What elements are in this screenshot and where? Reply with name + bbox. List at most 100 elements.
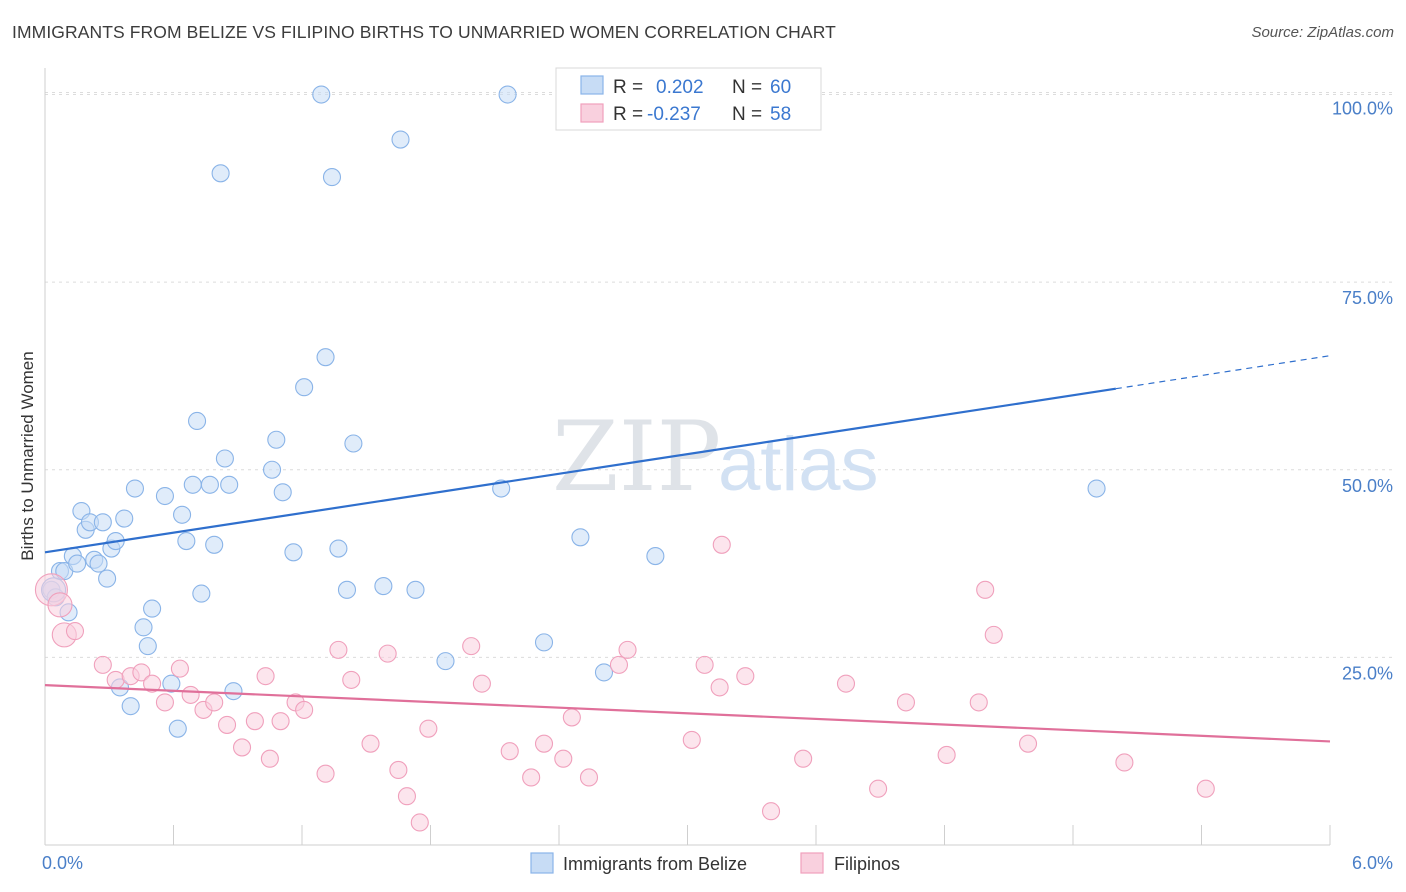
belize-point-35 (220, 475, 239, 494)
belize-point-40 (284, 543, 303, 562)
filipinos-point-10 (170, 659, 189, 678)
filipinos-point-45 (736, 667, 755, 686)
filipinos-point-26 (378, 644, 397, 663)
stats-swatch-filipinos (580, 103, 604, 123)
filipinos-point-3 (65, 622, 85, 641)
belize-point-46 (337, 580, 357, 599)
filipinos-point-44 (712, 535, 731, 554)
data-points (34, 85, 1215, 832)
stats-r-label-belize: R = (613, 77, 643, 98)
filipinos-point-55 (1018, 734, 1038, 753)
belize-point-45 (329, 539, 348, 558)
watermark-zip: ZIP (552, 401, 721, 513)
belize-point-12 (93, 513, 112, 532)
belize-point-21 (138, 637, 157, 656)
stats-r-label-filipinos: R = (613, 104, 643, 125)
y-axis-label: Births to Unmarried Women (18, 351, 37, 560)
belize-point-42 (312, 85, 331, 104)
filipinos-point-46 (761, 802, 781, 821)
filipinos-point-48 (836, 674, 856, 693)
filipinos-point-38 (579, 768, 599, 787)
belize-point-13 (98, 569, 117, 588)
filipinos-point-14 (217, 715, 237, 734)
belize-trend-line (44, 387, 1116, 554)
filipinos-point-28 (397, 787, 416, 806)
belize-point-26 (173, 505, 192, 524)
watermark-atlas: atlas (718, 422, 879, 507)
stats-legend: R = 0.202 N = 60 R = -0.237 N = 58 (555, 67, 822, 131)
filipinos-trend-line (44, 684, 1331, 743)
belize-point-39 (273, 483, 292, 502)
belize-point-44 (322, 168, 342, 187)
axes (44, 68, 1331, 846)
belize-point-50 (406, 580, 425, 599)
filipinos-point-29 (410, 813, 429, 832)
filipinos-point-21 (295, 700, 314, 719)
stats-n-label-filipinos: N = (732, 104, 762, 125)
stats-n-value-filipinos: 58 (770, 104, 791, 125)
filipinos-point-57 (1196, 779, 1215, 798)
belize-point-41 (295, 378, 314, 397)
belize-point-19 (125, 479, 144, 498)
filipinos-point-32 (472, 674, 491, 693)
stats-swatch-belize (580, 75, 604, 95)
filipinos-point-39 (609, 655, 629, 674)
y-tick-label-0: 25.0% (1342, 663, 1393, 683)
belize-point-20 (134, 618, 153, 637)
filipinos-point-27 (389, 760, 408, 780)
trend-lines (44, 355, 1331, 743)
stats-n-label-belize: N = (732, 77, 762, 98)
belize-point-49 (391, 130, 410, 149)
belize-point-22 (143, 599, 162, 618)
filipinos-point-4 (93, 655, 112, 674)
grid-lines (45, 92, 1395, 658)
filipinos-point-47 (794, 749, 813, 768)
belize-point-51 (436, 652, 455, 671)
filipinos-point-25 (361, 734, 380, 753)
filipinos-point-54 (984, 625, 1003, 644)
belize-point-57 (646, 547, 665, 566)
legend-label-filipinos: Filipinos (834, 854, 900, 874)
legend-swatch-belize (530, 852, 554, 874)
belize-point-17 (115, 509, 134, 528)
belize-point-33 (211, 164, 230, 183)
belize-point-37 (262, 460, 282, 479)
y-tick-label-2: 75.0% (1342, 288, 1393, 308)
filipinos-point-41 (682, 730, 701, 749)
y-tick-label-3: 100.0% (1332, 99, 1393, 119)
filipinos-point-50 (896, 693, 916, 712)
belize-point-48 (374, 577, 393, 596)
filipinos-point-52 (969, 693, 988, 712)
series-legend: Immigrants from Belize Filipinos (530, 852, 900, 874)
filipinos-point-40 (618, 640, 637, 659)
filipinos-point-22 (316, 764, 335, 783)
belize-point-27 (177, 532, 196, 551)
belize-point-32 (205, 535, 224, 554)
stats-r-value-belize: 0.202 (656, 77, 704, 98)
filipinos-point-15 (232, 738, 252, 757)
belize-point-18 (121, 697, 140, 716)
filipinos-point-5 (106, 670, 125, 689)
filipinos-point-16 (245, 712, 264, 731)
filipinos-point-51 (937, 745, 956, 764)
x-tick-label-start: 0.0% (42, 853, 83, 873)
filipinos-point-37 (562, 708, 581, 727)
belize-point-6 (68, 554, 87, 573)
belize-point-47 (344, 434, 363, 453)
filipinos-point-36 (554, 749, 573, 768)
belize-point-23 (155, 486, 174, 506)
belize-point-24 (162, 674, 181, 693)
filipinos-point-17 (256, 667, 275, 686)
filipinos-point-9 (155, 693, 174, 712)
filipinos-point-33 (500, 742, 519, 761)
source-label: Source: ZipAtlas.com (1251, 24, 1394, 41)
filipinos-point-1 (47, 592, 73, 618)
filipinos-point-42 (695, 655, 714, 674)
belize-point-38 (267, 430, 286, 449)
filipinos-point-7 (132, 663, 151, 682)
filipinos-point-30 (419, 719, 438, 738)
filipinos-point-11 (181, 685, 200, 704)
legend-label-belize: Immigrants from Belize (563, 854, 747, 874)
belize-point-34 (215, 449, 234, 468)
